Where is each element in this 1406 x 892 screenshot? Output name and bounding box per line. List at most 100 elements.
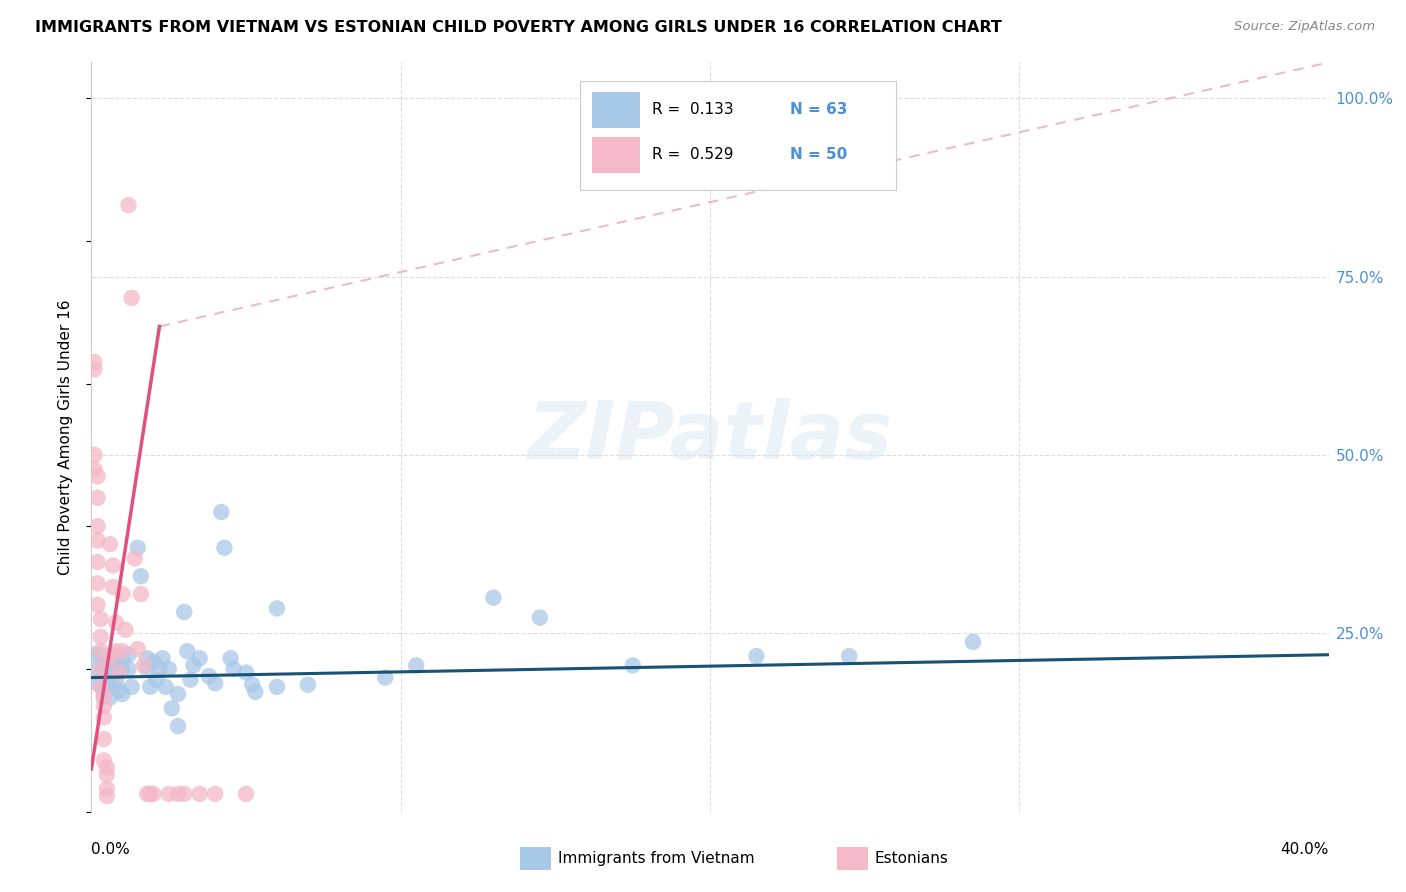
Point — [86, 533, 108, 548]
Point — [98, 690, 121, 705]
Point — [86, 576, 108, 591]
Point — [96, 767, 118, 781]
Point — [90, 644, 112, 658]
Point — [155, 680, 177, 694]
Point — [101, 680, 124, 694]
Text: Source: ZipAtlas.com: Source: ZipAtlas.com — [1234, 20, 1375, 33]
Point — [209, 505, 232, 519]
Point — [139, 680, 162, 694]
Point — [173, 787, 195, 801]
Point — [105, 673, 128, 687]
Text: N = 63: N = 63 — [790, 103, 848, 117]
Point — [179, 673, 201, 687]
Point — [129, 587, 152, 601]
Point — [240, 678, 263, 692]
FancyBboxPatch shape — [581, 81, 896, 190]
Point — [93, 690, 115, 705]
Point — [167, 719, 190, 733]
Point — [86, 662, 108, 676]
Point — [145, 673, 167, 687]
Point — [101, 662, 124, 676]
Point — [136, 651, 159, 665]
Point — [86, 555, 108, 569]
Point — [198, 669, 221, 683]
Point — [297, 678, 319, 692]
Point — [96, 781, 118, 796]
Point — [127, 642, 149, 657]
Point — [176, 644, 198, 658]
Point — [167, 687, 190, 701]
Point — [96, 655, 118, 669]
Point — [374, 671, 396, 685]
Point — [108, 683, 131, 698]
Point — [86, 491, 108, 505]
Point — [160, 701, 183, 715]
Point — [204, 787, 226, 801]
Point — [142, 655, 165, 669]
Point — [105, 655, 128, 669]
Point — [86, 469, 108, 483]
Point — [745, 649, 768, 664]
Point — [838, 649, 860, 664]
Bar — [592, 136, 640, 172]
Point — [142, 787, 165, 801]
Point — [266, 601, 288, 615]
Point — [157, 787, 180, 801]
Point — [98, 651, 121, 665]
Point — [105, 644, 128, 658]
Point — [83, 355, 105, 369]
Point — [222, 662, 245, 676]
Point — [98, 537, 121, 551]
Point — [90, 612, 112, 626]
Text: Immigrants from Vietnam: Immigrants from Vietnam — [558, 851, 755, 865]
Text: N = 50: N = 50 — [790, 147, 848, 162]
Point — [90, 662, 112, 676]
Text: IMMIGRANTS FROM VIETNAM VS ESTONIAN CHILD POVERTY AMONG GIRLS UNDER 16 CORRELATI: IMMIGRANTS FROM VIETNAM VS ESTONIAN CHIL… — [35, 20, 1002, 35]
Point — [245, 685, 267, 699]
Text: R =  0.529: R = 0.529 — [652, 147, 734, 162]
Point — [148, 662, 170, 676]
Text: Estonians: Estonians — [875, 851, 949, 865]
Point — [136, 662, 159, 676]
Point — [121, 680, 143, 694]
Point — [167, 787, 190, 801]
Point — [98, 665, 121, 680]
Point — [101, 648, 124, 662]
Point — [93, 753, 115, 767]
Point — [188, 651, 211, 665]
Point — [93, 731, 115, 746]
Point — [183, 658, 205, 673]
Point — [405, 658, 427, 673]
Point — [86, 598, 108, 612]
Point — [93, 710, 115, 724]
Point — [90, 680, 112, 694]
Point — [621, 658, 644, 673]
Point — [93, 699, 115, 714]
Point — [86, 676, 108, 690]
Point — [83, 362, 105, 376]
Point — [204, 676, 226, 690]
Text: R =  0.133: R = 0.133 — [652, 103, 734, 117]
Point — [101, 580, 124, 594]
Point — [117, 198, 139, 212]
Point — [157, 662, 180, 676]
Point — [101, 558, 124, 573]
Point — [105, 615, 128, 630]
Point — [529, 610, 551, 624]
Point — [83, 648, 105, 662]
Point — [124, 551, 146, 566]
Point — [482, 591, 505, 605]
Y-axis label: Child Poverty Among Girls Under 16: Child Poverty Among Girls Under 16 — [58, 300, 73, 574]
Point — [266, 680, 288, 694]
Point — [152, 651, 174, 665]
Text: 0.0%: 0.0% — [91, 842, 131, 856]
Point — [136, 787, 159, 801]
Text: 40.0%: 40.0% — [1281, 842, 1329, 856]
Point — [188, 787, 211, 801]
Point — [86, 519, 108, 533]
Point — [962, 635, 984, 649]
Point — [93, 689, 115, 703]
Point — [90, 648, 112, 662]
Point — [93, 683, 115, 698]
Point — [108, 665, 131, 680]
